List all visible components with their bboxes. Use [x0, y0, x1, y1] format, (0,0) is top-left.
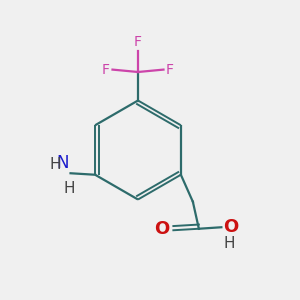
Text: O: O: [154, 220, 170, 238]
Text: H: H: [50, 157, 61, 172]
Text: H: H: [63, 181, 75, 196]
Text: N: N: [56, 154, 69, 172]
Text: O: O: [223, 218, 238, 236]
Text: F: F: [134, 35, 142, 50]
Text: F: F: [102, 63, 110, 76]
Text: F: F: [166, 63, 174, 76]
Text: H: H: [223, 236, 235, 250]
